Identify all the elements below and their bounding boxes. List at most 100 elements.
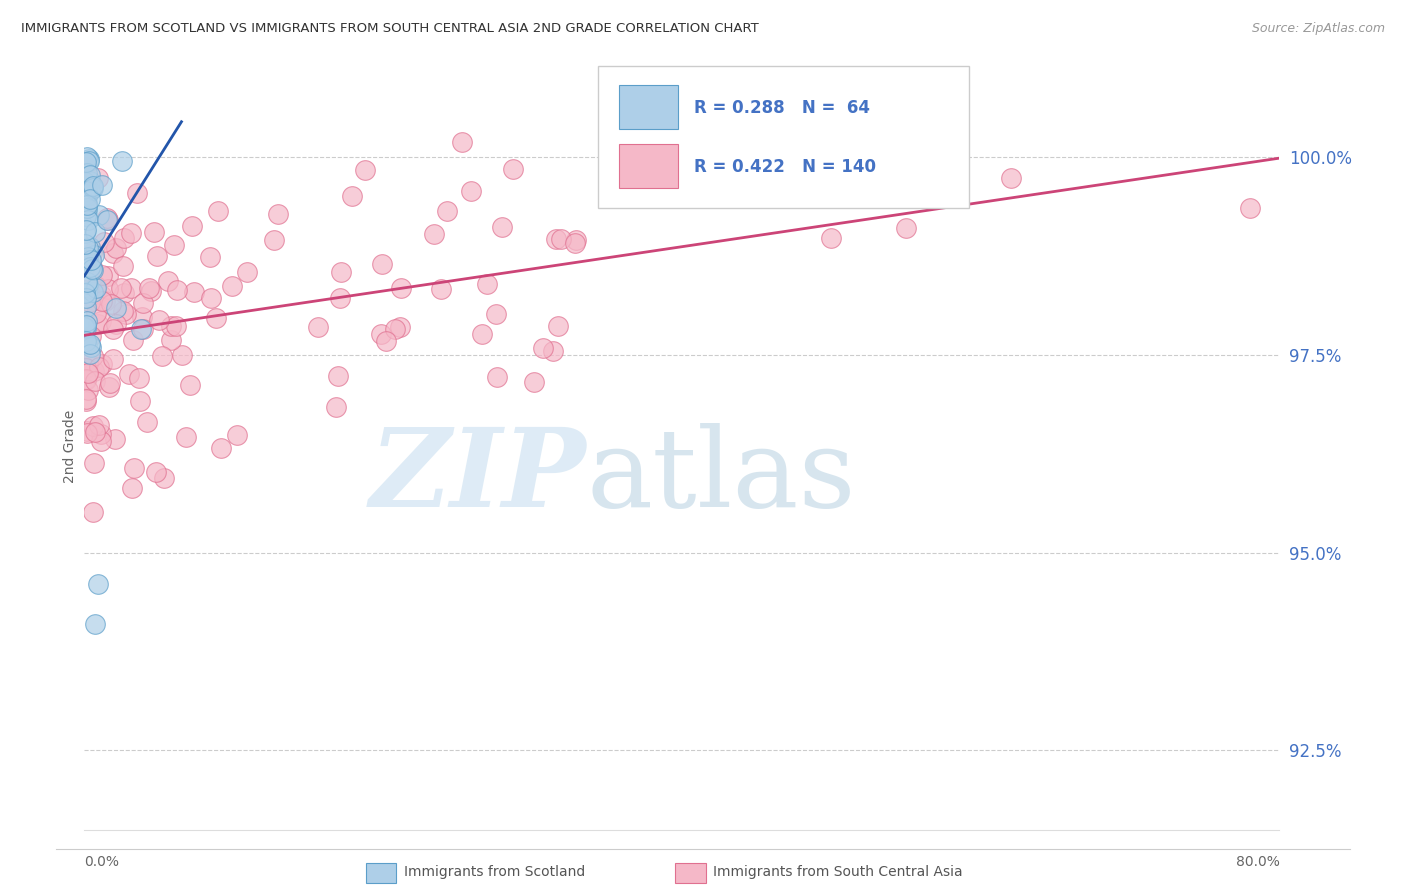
Point	[146, 249, 169, 263]
Point	[112, 285, 135, 300]
Point	[93, 235, 115, 249]
Point	[329, 265, 352, 279]
Point	[145, 465, 167, 479]
Point	[129, 322, 152, 336]
Point	[128, 370, 150, 384]
Point	[104, 432, 127, 446]
Point	[166, 284, 188, 298]
Point	[127, 186, 149, 200]
Point	[150, 349, 173, 363]
Point	[79, 294, 101, 309]
Text: R = 0.422   N = 140: R = 0.422 N = 140	[695, 158, 876, 176]
Point	[389, 281, 412, 295]
Point	[96, 212, 118, 227]
Point	[87, 360, 110, 375]
Point	[131, 322, 153, 336]
Point	[79, 184, 101, 198]
Point	[502, 161, 524, 176]
Point	[226, 427, 249, 442]
Point	[112, 304, 135, 318]
Point	[389, 320, 412, 334]
Point	[82, 179, 104, 194]
Point	[79, 192, 101, 206]
Point	[370, 326, 392, 341]
Point	[83, 293, 105, 307]
Point	[118, 367, 141, 381]
Point	[544, 232, 567, 246]
Point	[547, 318, 569, 333]
Point	[76, 424, 98, 438]
Point	[75, 251, 97, 265]
Point	[100, 297, 122, 311]
Point	[384, 322, 406, 336]
Point	[84, 425, 107, 440]
Point	[83, 285, 105, 300]
Point	[75, 321, 97, 335]
Point	[84, 225, 107, 239]
Point	[436, 204, 458, 219]
Point	[179, 378, 201, 392]
Point	[82, 261, 104, 276]
Point	[90, 357, 112, 371]
Point	[485, 369, 508, 384]
Point	[86, 318, 108, 332]
Point	[79, 346, 101, 360]
Point	[82, 285, 104, 299]
Point	[73, 175, 96, 189]
Point	[75, 373, 97, 387]
Point	[111, 259, 134, 273]
Point	[79, 168, 101, 182]
Point	[73, 226, 96, 240]
Point	[75, 188, 97, 202]
Point	[76, 426, 98, 441]
Point	[129, 394, 152, 409]
Point	[135, 415, 157, 429]
Point	[75, 286, 97, 301]
Point	[353, 163, 375, 178]
Point	[565, 233, 588, 247]
Point	[531, 342, 554, 356]
Point	[91, 178, 114, 192]
Point	[98, 376, 121, 390]
Text: R = 0.288   N =  64: R = 0.288 N = 64	[695, 99, 870, 117]
Point	[121, 482, 143, 496]
Point	[76, 314, 98, 328]
Point	[76, 198, 98, 212]
Point	[79, 173, 101, 187]
Point	[671, 180, 693, 194]
Point	[156, 274, 179, 288]
Point	[105, 241, 128, 255]
Point	[76, 150, 98, 164]
Point	[90, 293, 112, 308]
Point	[90, 434, 112, 448]
Point	[1239, 201, 1261, 215]
Point	[80, 246, 103, 260]
Point	[198, 250, 221, 264]
Point	[79, 240, 101, 254]
Point	[76, 184, 98, 198]
Point	[80, 260, 103, 275]
Point	[266, 207, 288, 221]
Point	[77, 152, 100, 166]
Point	[139, 284, 162, 298]
Point	[209, 442, 232, 456]
Point	[75, 318, 97, 332]
Point	[84, 288, 107, 302]
Point	[423, 227, 446, 241]
Point	[77, 212, 100, 227]
Point	[183, 285, 205, 299]
FancyBboxPatch shape	[619, 85, 678, 129]
Point	[120, 281, 142, 295]
Point	[143, 225, 166, 239]
Point	[82, 418, 104, 433]
Point	[84, 281, 107, 295]
Point	[73, 353, 96, 368]
Point	[115, 307, 138, 321]
Point	[485, 307, 508, 321]
Point	[77, 383, 100, 397]
Point	[86, 306, 108, 320]
Point	[94, 293, 117, 308]
Point	[84, 278, 107, 293]
Point	[97, 269, 120, 284]
Point	[104, 301, 127, 315]
